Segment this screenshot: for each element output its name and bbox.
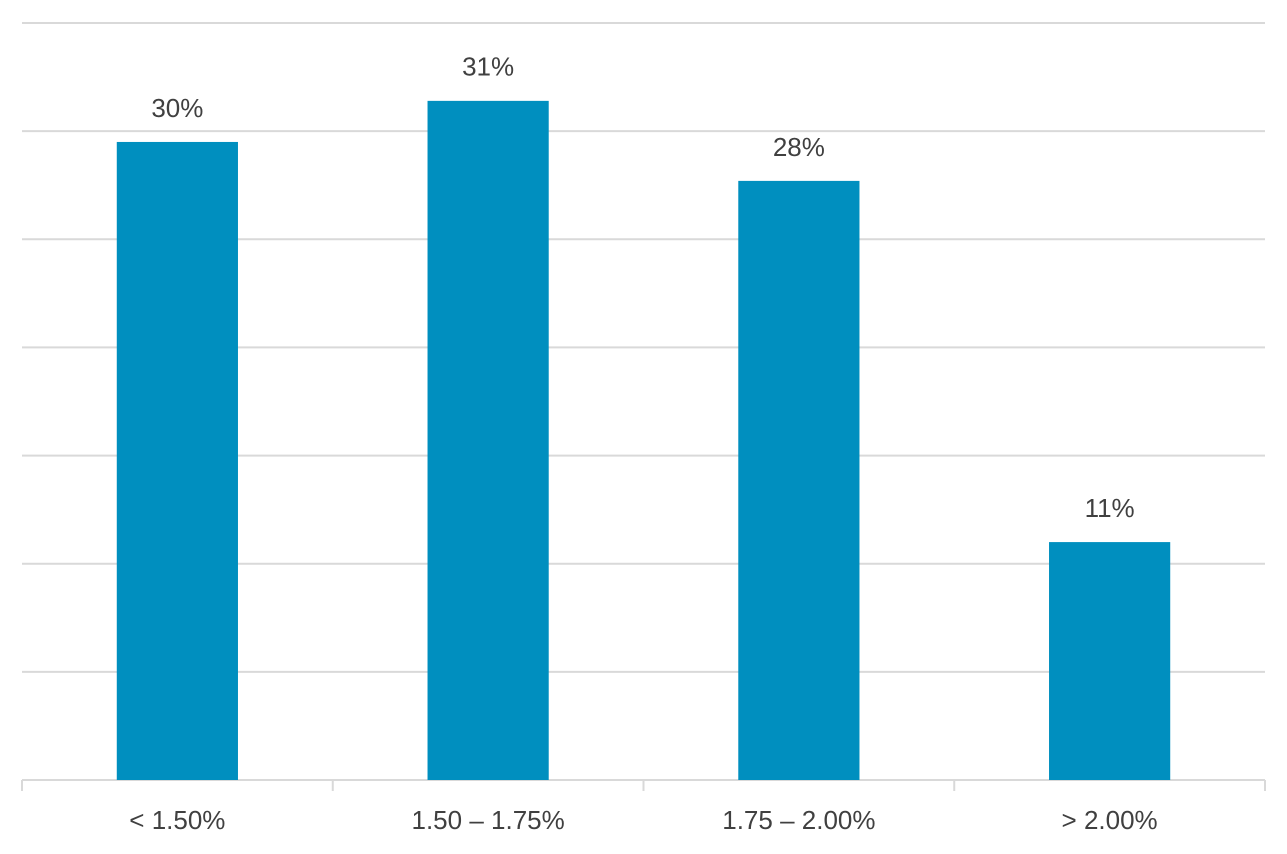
- bar: [1049, 542, 1171, 780]
- bar: [427, 100, 549, 780]
- data-label: 11%: [1085, 493, 1135, 523]
- x-tick-label: < 1.50%: [129, 805, 225, 835]
- bar: [116, 141, 238, 780]
- x-tick-label: 1.50 – 1.75%: [412, 805, 565, 835]
- data-label: 30%: [151, 93, 203, 123]
- bar: [738, 180, 860, 781]
- x-tick-label: 1.75 – 2.00%: [722, 805, 875, 835]
- data-label: 28%: [773, 132, 825, 162]
- x-tick-label: > 2.00%: [1062, 805, 1158, 835]
- data-label: 31%: [462, 52, 514, 82]
